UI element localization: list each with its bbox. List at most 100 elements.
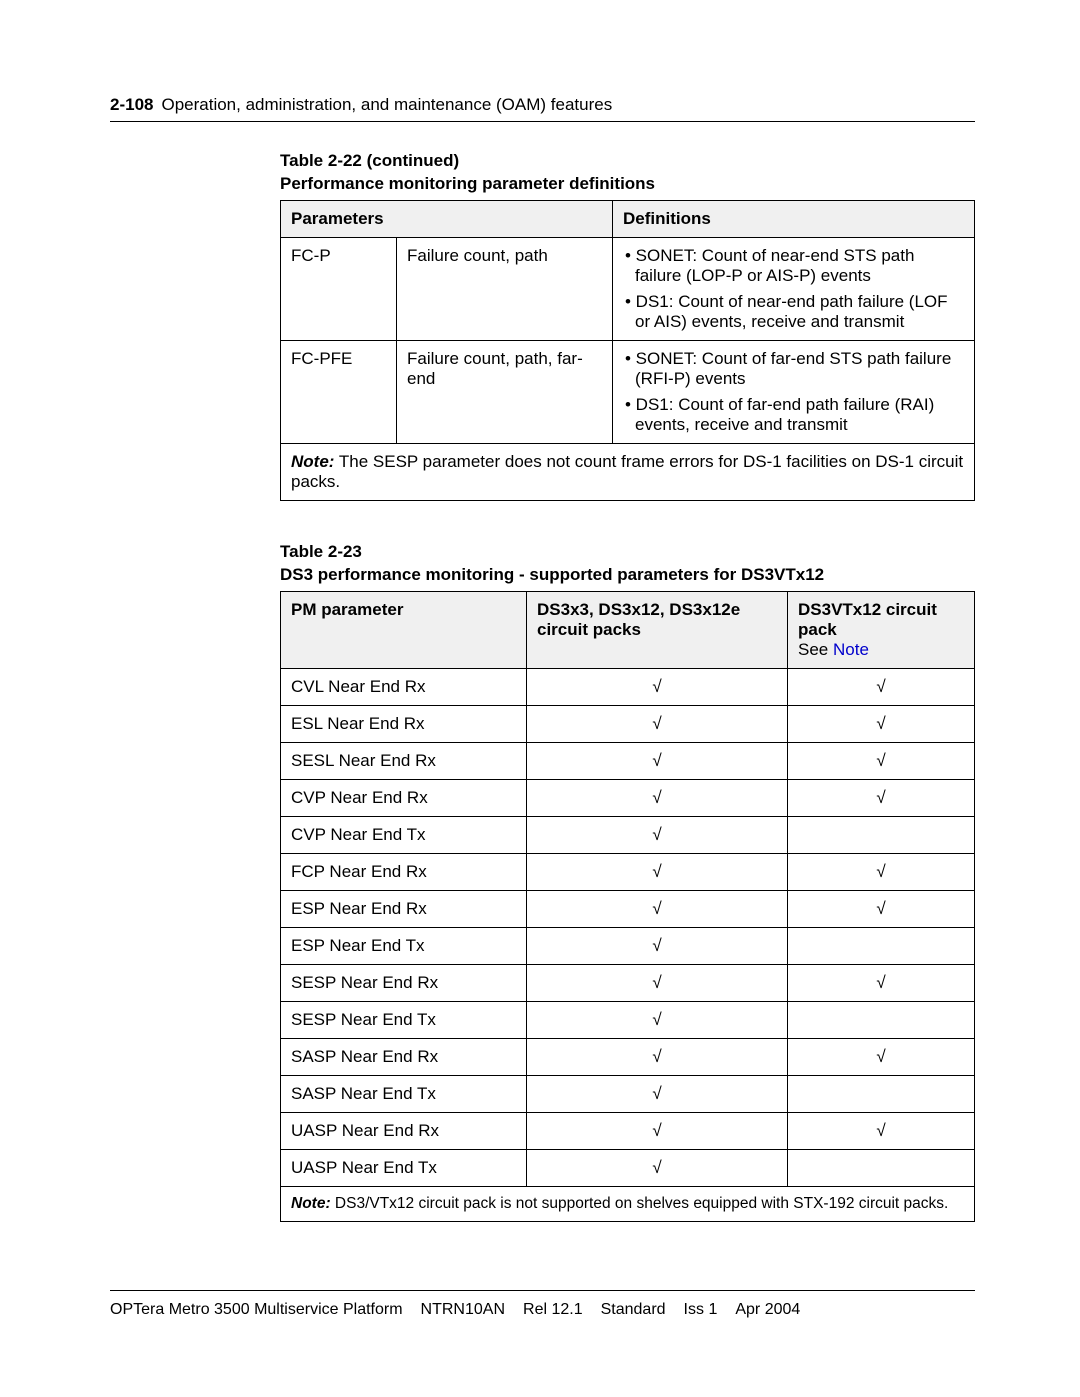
chapter-title-text: Operation, administration, and maintenan… xyxy=(161,95,612,115)
pm-parameter-name: ESP Near End Rx xyxy=(281,890,527,927)
table2-note-row: Note: DS3/VTx12 circuit pack is not supp… xyxy=(281,1186,975,1221)
table1: Parameters Definitions FC-PFailure count… xyxy=(280,200,975,501)
table2-header-pm-parameter: PM parameter xyxy=(281,591,527,668)
table-row: ESP Near End Rx√√ xyxy=(281,890,975,927)
ds3vtx12-support: √ xyxy=(788,1038,975,1075)
table-row: CVP Near End Tx√ xyxy=(281,816,975,853)
table1-header-row: Parameters Definitions xyxy=(281,200,975,237)
table2-note-link[interactable]: Note xyxy=(833,640,869,659)
pm-parameter-name: CVL Near End Rx xyxy=(281,668,527,705)
ds3vtx12-support xyxy=(788,816,975,853)
table2-header-ds3vtx12: DS3VTx12 circuit pack See Note xyxy=(788,591,975,668)
pm-parameter-name: SESP Near End Tx xyxy=(281,1001,527,1038)
circuit-packs-support: √ xyxy=(527,1149,788,1186)
table-row: CVL Near End Rx√√ xyxy=(281,668,975,705)
pm-parameter-name: UASP Near End Tx xyxy=(281,1149,527,1186)
table1-note-cell: Note: The SESP parameter does not count … xyxy=(281,443,975,500)
table2-header-circuit-packs: DS3x3, DS3x12, DS3x12e circuit packs xyxy=(527,591,788,668)
table2-header-ds3vtx12-see: See xyxy=(798,640,833,659)
circuit-packs-support: √ xyxy=(527,742,788,779)
ds3vtx12-support xyxy=(788,1075,975,1112)
circuit-packs-support: √ xyxy=(527,816,788,853)
ds3vtx12-support: √ xyxy=(788,705,975,742)
circuit-packs-support: √ xyxy=(527,779,788,816)
ds3vtx12-support xyxy=(788,1149,975,1186)
table-row: FCP Near End Rx√√ xyxy=(281,853,975,890)
pm-parameter-name: CVP Near End Rx xyxy=(281,779,527,816)
table-row: UASP Near End Tx√ xyxy=(281,1149,975,1186)
ds3vtx12-support: √ xyxy=(788,853,975,890)
ds3vtx12-support: √ xyxy=(788,742,975,779)
footer-item: NTRN10AN xyxy=(421,1301,505,1319)
table-row: CVP Near End Rx√√ xyxy=(281,779,975,816)
table2-note-text: DS3/VTx12 circuit pack is not supported … xyxy=(331,1195,949,1212)
table-row: UASP Near End Rx√√ xyxy=(281,1112,975,1149)
ds3vtx12-support: √ xyxy=(788,668,975,705)
page: 2-108 Operation, administration, and mai… xyxy=(0,0,1080,1397)
param-code: FC-PFE xyxy=(281,340,397,443)
footer-item: Standard xyxy=(601,1301,666,1319)
definition-bullet: • DS1: Count of near-end path failure (L… xyxy=(623,292,964,332)
table1-note-label: Note: xyxy=(291,452,334,471)
footer-item: Rel 12.1 xyxy=(523,1301,583,1319)
pm-parameter-name: SASP Near End Rx xyxy=(281,1038,527,1075)
pm-parameter-name: SESP Near End Rx xyxy=(281,964,527,1001)
table1-note-row: Note: The SESP parameter does not count … xyxy=(281,443,975,500)
page-footer: OPTera Metro 3500 Multiservice Platform N… xyxy=(110,1290,975,1319)
circuit-packs-support: √ xyxy=(527,890,788,927)
param-definitions: • SONET: Count of far-end STS path failu… xyxy=(613,340,975,443)
param-name: Failure count, path xyxy=(397,237,613,340)
footer-item: OPTera Metro 3500 Multiservice Platform xyxy=(110,1301,403,1319)
table-row: SASP Near End Rx√√ xyxy=(281,1038,975,1075)
param-code: FC-P xyxy=(281,237,397,340)
table1-caption-line1: Table 2-22 (continued) xyxy=(280,150,975,173)
table2-caption: Table 2-23 DS3 performance monitoring - … xyxy=(280,541,975,587)
table2-header-ds3vtx12-line1: DS3VTx12 circuit pack xyxy=(798,600,937,639)
pm-parameter-name: SASP Near End Tx xyxy=(281,1075,527,1112)
pm-parameter-name: SESL Near End Rx xyxy=(281,742,527,779)
table-row: SASP Near End Tx√ xyxy=(281,1075,975,1112)
circuit-packs-support: √ xyxy=(527,964,788,1001)
table2-caption-line1: Table 2-23 xyxy=(280,541,975,564)
footer-item: Iss 1 xyxy=(684,1301,718,1319)
table2-note-cell: Note: DS3/VTx12 circuit pack is not supp… xyxy=(281,1186,975,1221)
param-definitions: • SONET: Count of near-end STS path fail… xyxy=(613,237,975,340)
circuit-packs-support: √ xyxy=(527,668,788,705)
table-row: FC-PFailure count, path• SONET: Count of… xyxy=(281,237,975,340)
ds3vtx12-support: √ xyxy=(788,779,975,816)
ds3vtx12-support: √ xyxy=(788,1112,975,1149)
page-header: 2-108 Operation, administration, and mai… xyxy=(110,95,975,122)
table-row: SESL Near End Rx√√ xyxy=(281,742,975,779)
table-row: ESL Near End Rx√√ xyxy=(281,705,975,742)
table2-header-row: PM parameter DS3x3, DS3x12, DS3x12e circ… xyxy=(281,591,975,668)
table2-caption-line2: DS3 performance monitoring - supported p… xyxy=(280,564,975,587)
circuit-packs-support: √ xyxy=(527,853,788,890)
table2-note-label: Note: xyxy=(291,1195,331,1212)
circuit-packs-support: √ xyxy=(527,1001,788,1038)
pm-parameter-name: ESP Near End Tx xyxy=(281,927,527,964)
pm-parameter-name: CVP Near End Tx xyxy=(281,816,527,853)
table-row: ESP Near End Tx√ xyxy=(281,927,975,964)
table1-note-text: The SESP parameter does not count frame … xyxy=(291,452,963,491)
circuit-packs-support: √ xyxy=(527,927,788,964)
pm-parameter-name: FCP Near End Rx xyxy=(281,853,527,890)
content-area: Table 2-22 (continued) Performance monit… xyxy=(280,150,975,1222)
pm-parameter-name: UASP Near End Rx xyxy=(281,1112,527,1149)
table-row: SESP Near End Rx√√ xyxy=(281,964,975,1001)
table2: PM parameter DS3x3, DS3x12, DS3x12e circ… xyxy=(280,591,975,1222)
table1-header-parameters: Parameters xyxy=(281,200,613,237)
ds3vtx12-support xyxy=(788,1001,975,1038)
param-name: Failure count, path, far-end xyxy=(397,340,613,443)
footer-item: Apr 2004 xyxy=(735,1301,800,1319)
definition-bullet: • DS1: Count of far-end path failure (RA… xyxy=(623,395,964,435)
pm-parameter-name: ESL Near End Rx xyxy=(281,705,527,742)
page-number: 2-108 xyxy=(110,95,153,115)
table1-caption: Table 2-22 (continued) Performance monit… xyxy=(280,150,975,196)
circuit-packs-support: √ xyxy=(527,1038,788,1075)
ds3vtx12-support xyxy=(788,927,975,964)
table-row: SESP Near End Tx√ xyxy=(281,1001,975,1038)
table-row: FC-PFEFailure count, path, far-end• SONE… xyxy=(281,340,975,443)
circuit-packs-support: √ xyxy=(527,705,788,742)
definition-bullet: • SONET: Count of far-end STS path failu… xyxy=(623,349,964,389)
footer-line: OPTera Metro 3500 Multiservice Platform N… xyxy=(110,1301,975,1319)
